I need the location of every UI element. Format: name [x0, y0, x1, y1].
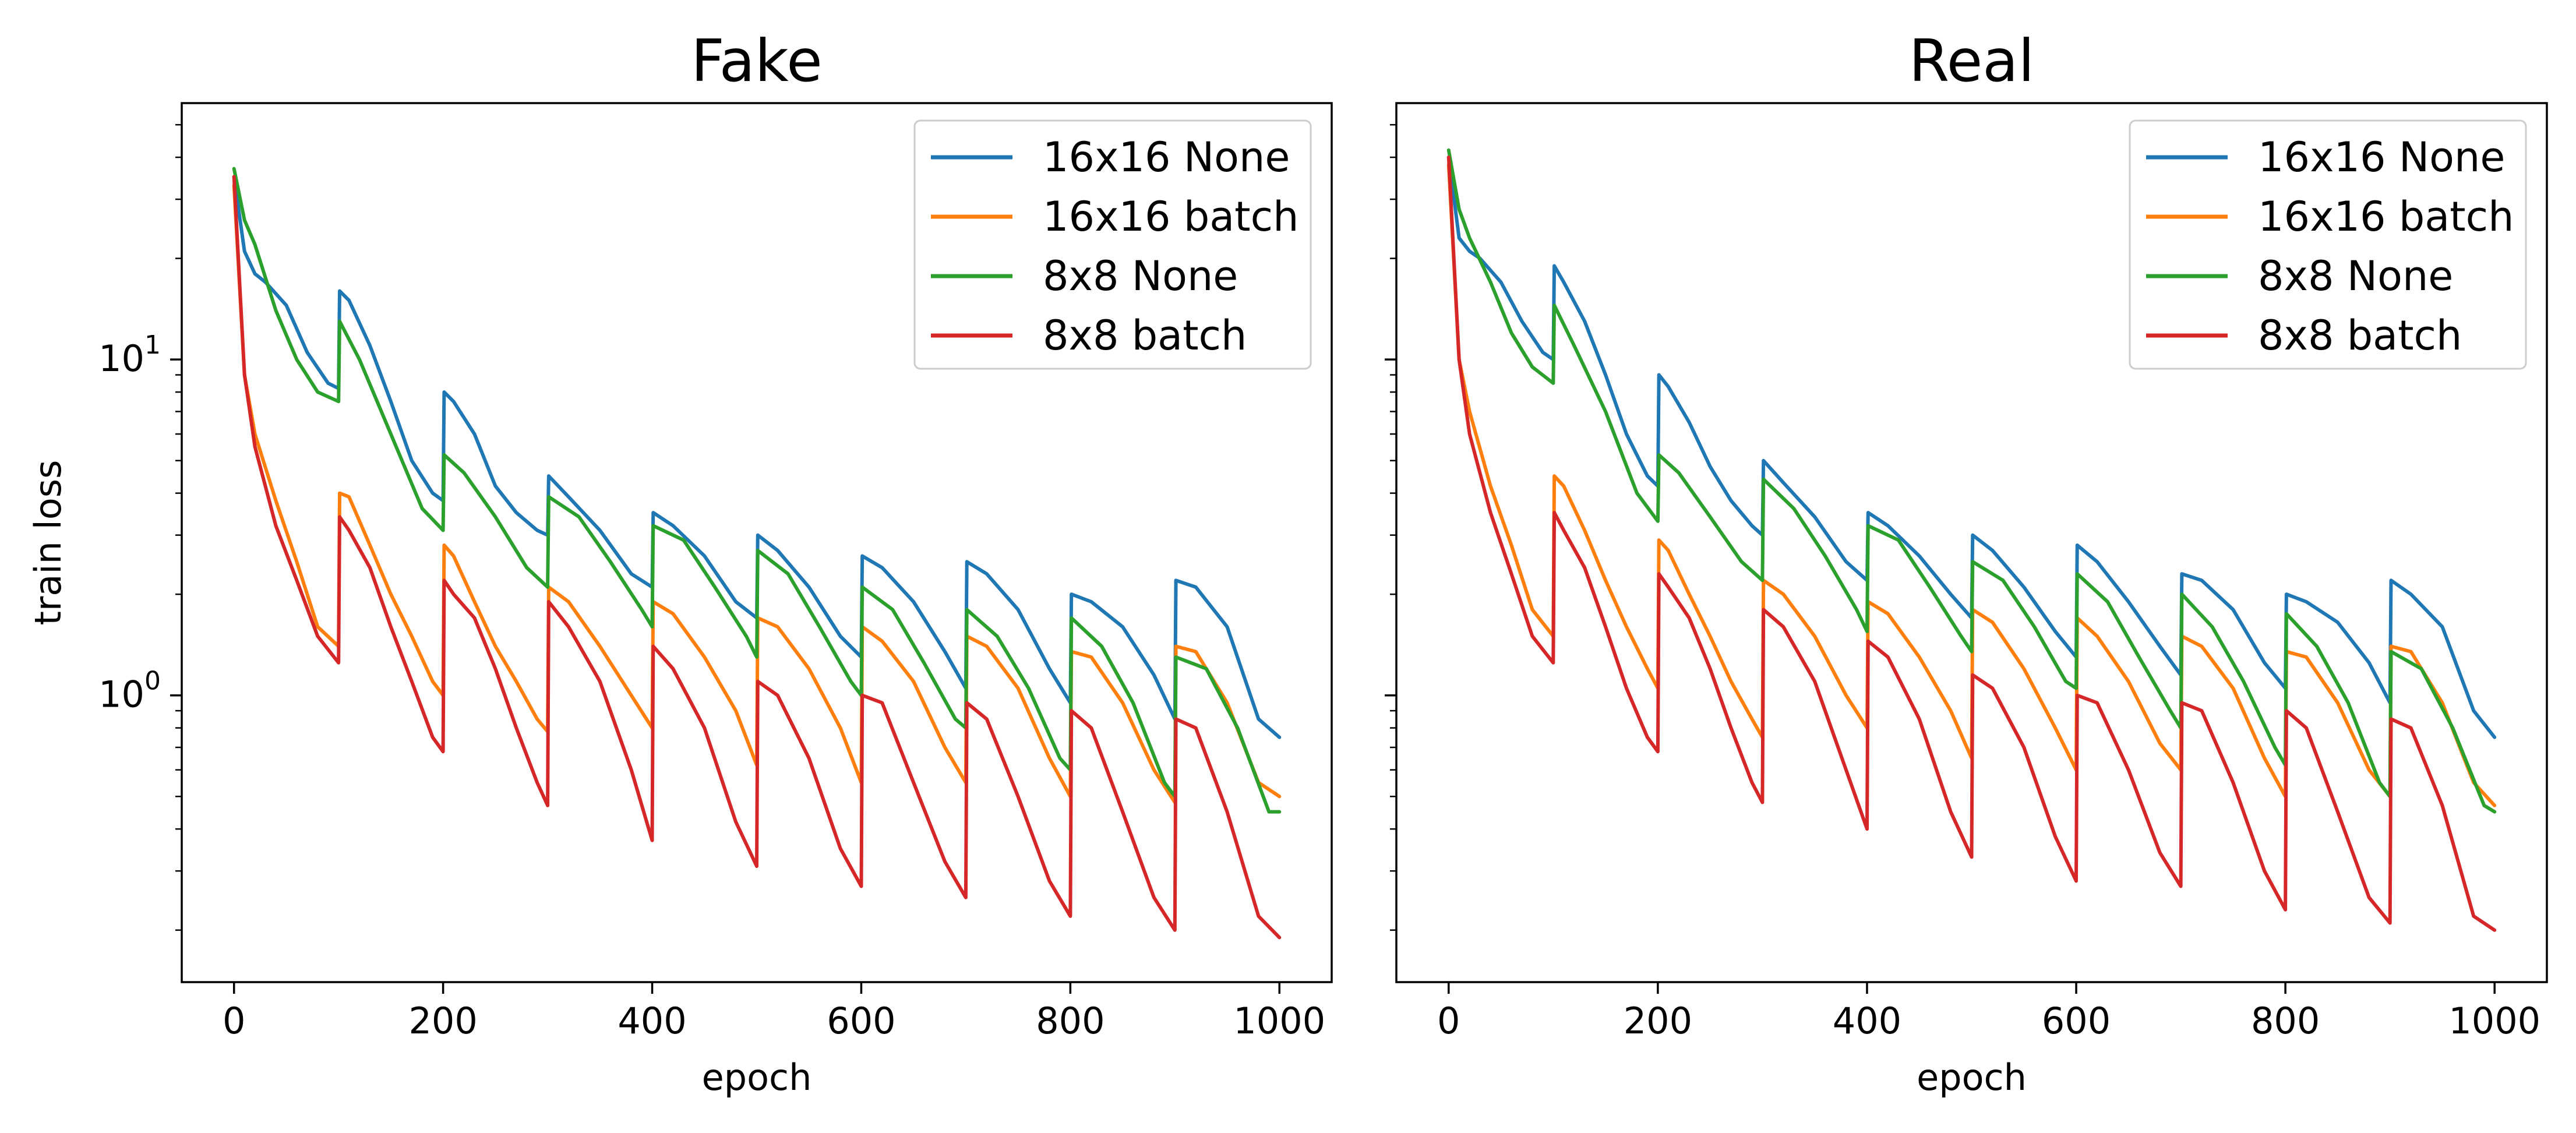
x-axis-label: epoch: [1917, 1056, 2027, 1099]
chart-title: Real: [1909, 27, 2035, 95]
y-tick-exponent: 0: [144, 666, 161, 696]
x-tick-label: 400: [617, 1000, 686, 1042]
x-tick-label: 0: [223, 1000, 245, 1042]
legend-label: 16x16 batch: [1043, 193, 1298, 241]
x-tick-label: 1000: [1233, 1000, 1325, 1042]
series-line-8x8-batch: [1446, 156, 2497, 932]
series-line-8x8-batch: [232, 175, 1282, 940]
legend-label: 16x16 None: [1043, 133, 1290, 181]
legend-label: 8x8 None: [2258, 252, 2453, 300]
x-tick-label: 200: [1624, 1000, 1692, 1042]
y-tick-exponent: 1: [144, 330, 161, 360]
legend-item-8x8-batch: 8x8 batch: [2146, 312, 2462, 359]
x-tick-label: 600: [2042, 1000, 2111, 1042]
x-tick-label: 800: [1036, 1000, 1104, 1042]
legend-label: 16x16 batch: [2258, 193, 2514, 241]
legend-item-8x8-none: 8x8 None: [2146, 252, 2453, 300]
series-lines: [232, 167, 1282, 940]
x-tick-label: 200: [408, 1000, 477, 1042]
y-tick-label: 100: [98, 666, 161, 716]
x-tick-label: 800: [2251, 1000, 2320, 1042]
series-line-8x8-none: [1446, 148, 2497, 814]
legend-label: 8x8 batch: [1043, 312, 1247, 359]
x-axis-label: epoch: [702, 1056, 812, 1099]
x-tick-label: 400: [1833, 1000, 1901, 1042]
legend-item-16x16-none: 16x16 None: [931, 133, 1290, 181]
plot-frame: [181, 102, 1333, 983]
y-tick-label: 101: [98, 330, 161, 380]
legend-box: [913, 119, 1312, 370]
legend-item-16x16-none: 16x16 None: [2146, 133, 2505, 181]
legend-box: [2129, 119, 2527, 370]
y-tick-base: 10: [98, 337, 144, 380]
legend-item-8x8-batch: 8x8 batch: [931, 312, 1247, 359]
series-line-8x8-none: [232, 167, 1282, 814]
legend-label: 16x16 None: [2258, 133, 2505, 181]
legend-item-16x16-batch: 16x16 batch: [931, 193, 1298, 241]
y-tick-base: 10: [98, 673, 144, 716]
legend-item-16x16-batch: 16x16 batch: [2146, 193, 2514, 241]
legend-item-8x8-none: 8x8 None: [931, 252, 1238, 300]
series-lines: [1446, 148, 2497, 932]
chart-title: Fake: [691, 27, 823, 95]
plot-frame: [1395, 102, 2548, 983]
y-axis-label: train loss: [27, 460, 69, 626]
x-tick-label: 600: [827, 1000, 895, 1042]
legend: 16x16 None 16x16 batch 8x8 None 8x8 batch: [2129, 119, 2527, 370]
legend-label: 8x8 None: [1043, 252, 1238, 300]
x-tick-label: 0: [1437, 1000, 1460, 1042]
legend: 16x16 None 16x16 batch 8x8 None 8x8 batch: [913, 119, 1312, 370]
legend-label: 8x8 batch: [2258, 312, 2462, 359]
x-tick-label: 1000: [2448, 1000, 2540, 1042]
